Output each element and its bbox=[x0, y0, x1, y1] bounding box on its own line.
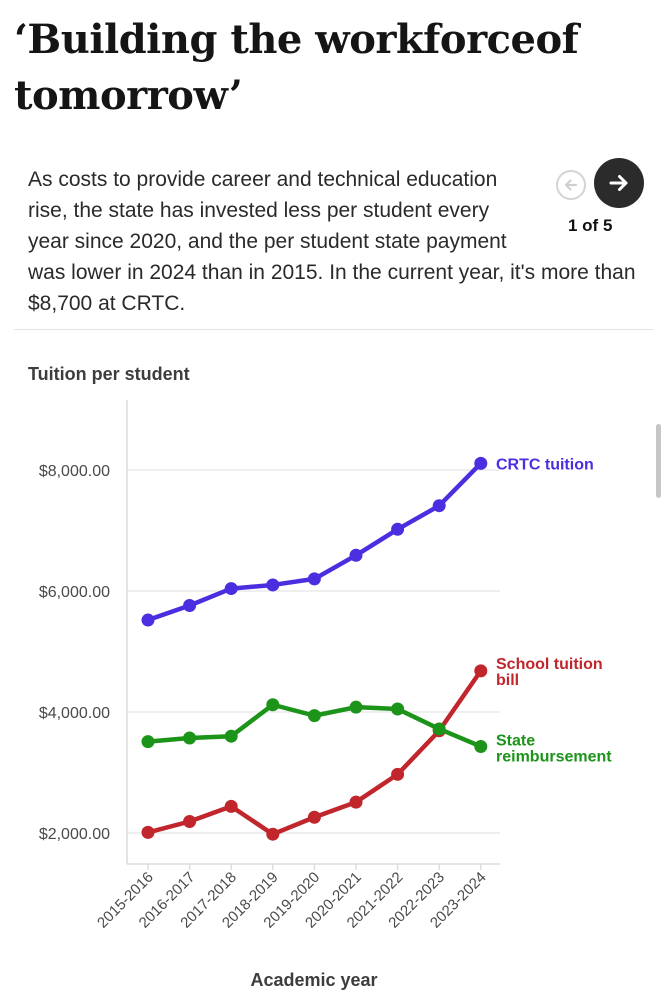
data-point bbox=[391, 767, 405, 781]
next-slide-button[interactable] bbox=[594, 158, 644, 208]
series-label-line: reimbursement bbox=[496, 748, 612, 765]
arrow-right-icon bbox=[609, 175, 628, 191]
previous-slide-button[interactable] bbox=[556, 170, 586, 200]
y-tick-label: $2,000.00 bbox=[39, 826, 110, 843]
data-point bbox=[141, 735, 155, 749]
data-point bbox=[266, 827, 280, 841]
data-point bbox=[183, 815, 197, 829]
description-text: As costs to provide career and technical… bbox=[28, 168, 636, 315]
data-point bbox=[183, 731, 197, 745]
series-label: CRTC tuition bbox=[496, 456, 594, 473]
data-point bbox=[266, 698, 280, 712]
data-point bbox=[432, 722, 446, 736]
data-point bbox=[474, 664, 488, 678]
series-label: State reimbursement bbox=[496, 732, 612, 765]
y-tick-label: $4,000.00 bbox=[39, 705, 110, 722]
data-point bbox=[141, 825, 155, 839]
series-line-school-tuition-bill bbox=[145, 668, 484, 837]
data-point bbox=[474, 456, 488, 470]
data-point bbox=[432, 499, 446, 513]
y-tick-label: $6,000.00 bbox=[39, 584, 110, 601]
y-axis-title: Tuition per student bbox=[28, 364, 190, 384]
arrow-left-icon bbox=[564, 179, 578, 191]
data-point bbox=[224, 799, 238, 813]
x-axis-title: Academic year bbox=[250, 970, 377, 990]
data-point bbox=[349, 700, 363, 714]
y-tick-label: $8,000.00 bbox=[39, 463, 110, 480]
series-label-line: School tuition bbox=[496, 656, 603, 673]
data-point bbox=[391, 702, 405, 716]
series-label-line: bill bbox=[496, 672, 519, 689]
data-point bbox=[307, 810, 321, 824]
data-point bbox=[224, 582, 238, 596]
divider bbox=[14, 329, 654, 330]
data-point bbox=[307, 572, 321, 586]
headline: ‘Building the workforceof tomorrow’ bbox=[14, 16, 579, 119]
data-point bbox=[141, 613, 155, 627]
series-label-line: CRTC tuition bbox=[496, 456, 594, 473]
data-point bbox=[349, 548, 363, 562]
series-line-crtc-tuition bbox=[145, 461, 484, 623]
series-label-line: State bbox=[496, 732, 535, 749]
data-point bbox=[183, 599, 197, 613]
data-point bbox=[391, 522, 405, 536]
data-point bbox=[224, 729, 238, 743]
slideshow-nav: 1 of 5 bbox=[538, 158, 644, 250]
data-point bbox=[474, 739, 488, 753]
series-label: School tuition bill bbox=[496, 656, 603, 689]
data-point bbox=[266, 578, 280, 592]
line-chart: Tuition per student $2,000.00 $4,000.00 $6,… bbox=[28, 364, 612, 990]
slide-description: 1 of 5 As costs to provide career and te… bbox=[28, 158, 644, 319]
slide-counter: 1 of 5 bbox=[568, 216, 613, 235]
scrollbar-thumb[interactable] bbox=[656, 424, 661, 498]
data-point bbox=[349, 795, 363, 809]
data-point bbox=[307, 709, 321, 723]
